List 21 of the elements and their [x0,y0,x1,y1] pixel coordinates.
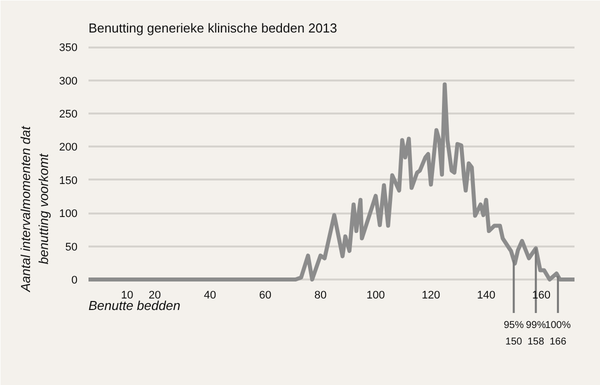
y-tick-label: 250 [59,108,78,121]
x-tick-label: 100 [366,290,385,302]
x-tick-label: 60 [259,290,272,302]
y-tick-label: 350 [59,42,78,54]
x-tick-label: 140 [476,290,496,302]
x-tick-label: 160 [532,290,551,302]
y-tick-label: 0 [71,274,78,287]
line-series [88,82,574,282]
x-tick-label: 80 [314,290,327,302]
y-tick-label: 100 [59,208,78,220]
y-tick-label: 50 [65,241,78,254]
ref-line-label: 100% 166 [545,320,571,348]
x-tick-label: 120 [422,290,440,302]
y-axis-title: Aantal intervalmomenten dat benutting voorkomt [18,124,52,293]
y-tick-label: 150 [59,174,78,187]
x-tick-label: 40 [204,290,216,302]
ref-line-label: 95% 150 [504,320,524,348]
ref-line-label: 99% 158 [526,320,546,348]
chart-title: Benutting generieke klinische bedden 2013 [88,20,338,36]
y-tick-label: 300 [59,75,78,88]
y-tick-label: 200 [59,142,78,154]
